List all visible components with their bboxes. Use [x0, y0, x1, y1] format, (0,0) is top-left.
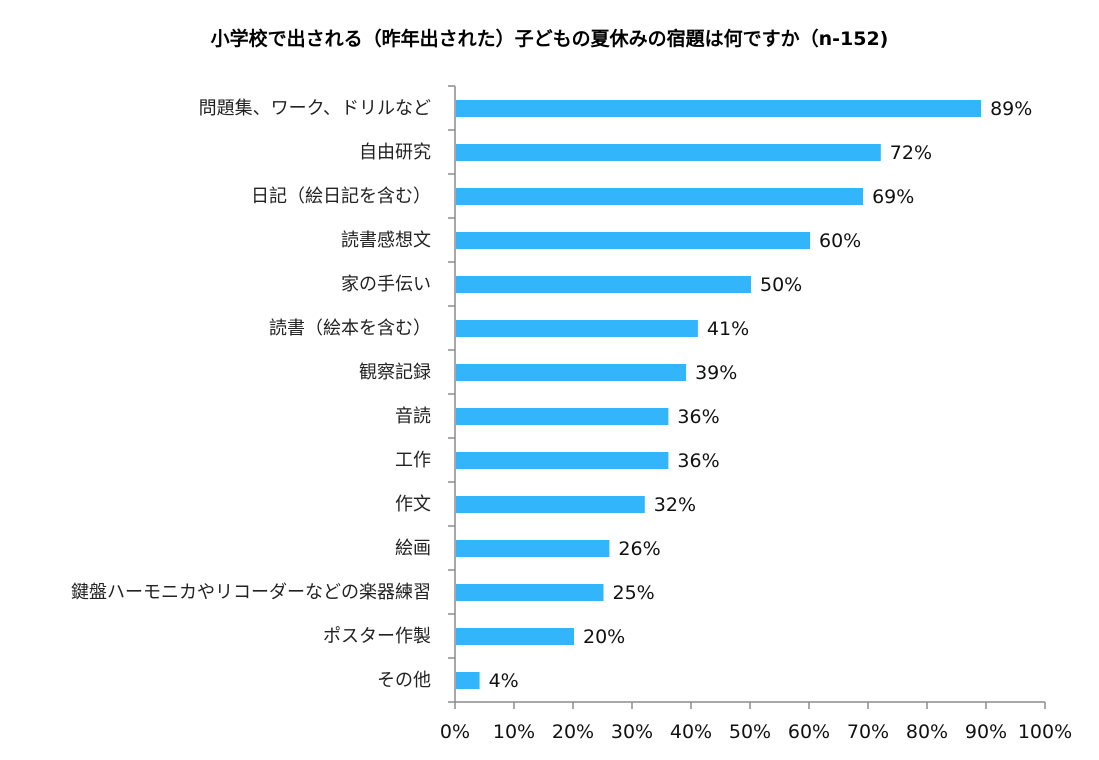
bar [456, 232, 810, 249]
data-label: 32% [654, 494, 696, 516]
category-label: 読書感想文 [341, 230, 431, 251]
data-label: 36% [677, 406, 719, 428]
bar [456, 364, 687, 381]
x-tick-label: 20% [552, 721, 594, 743]
data-label: 60% [819, 230, 861, 252]
bar [456, 408, 669, 425]
category-label: 問題集、ワーク、ドリルなど [199, 98, 431, 119]
x-tick-label: 70% [847, 721, 889, 743]
bar [456, 672, 480, 689]
bar [456, 100, 982, 117]
data-label: 39% [695, 362, 737, 384]
bar [456, 540, 610, 557]
x-tick-label: 10% [493, 721, 535, 743]
data-label: 89% [990, 98, 1032, 120]
bar [456, 496, 645, 513]
data-label: 41% [707, 318, 749, 340]
bar [456, 276, 751, 293]
x-tick-label: 80% [906, 721, 948, 743]
category-label: 音読 [395, 406, 431, 427]
category-label: ポスター作製 [323, 626, 431, 647]
category-label: 観察記録 [359, 362, 431, 383]
category-label: 鍵盤ハーモニカやリコーダーなどの楽器練習 [71, 582, 431, 603]
bar [456, 628, 574, 645]
bar [456, 584, 604, 601]
data-label: 25% [613, 582, 655, 604]
category-label: 作文 [395, 494, 431, 515]
category-label: 絵画 [395, 538, 431, 559]
x-tick-label: 0% [440, 721, 470, 743]
x-tick-label: 40% [670, 721, 712, 743]
data-label: 69% [872, 186, 914, 208]
x-tick-label: 90% [965, 721, 1007, 743]
bar [456, 144, 881, 161]
category-label: 工作 [395, 450, 431, 471]
bar [456, 188, 864, 205]
category-label: その他 [377, 670, 431, 691]
x-tick-label: 30% [611, 721, 653, 743]
x-tick-label: 60% [788, 721, 830, 743]
x-tick-label: 50% [729, 721, 771, 743]
bar [456, 320, 698, 337]
chart-title: 小学校で出される（昨年出された）子どもの夏休みの宿題は何ですか（n-152) [210, 28, 889, 50]
data-label: 20% [583, 626, 625, 648]
data-label: 72% [890, 142, 932, 164]
bar [456, 452, 669, 469]
category-label: 家の手伝い [341, 274, 431, 295]
category-label: 自由研究 [359, 142, 431, 163]
category-label: 読書（絵本を含む） [269, 318, 431, 339]
data-label: 26% [618, 538, 660, 560]
x-tick-label: 100% [1018, 721, 1072, 743]
data-label: 4% [489, 670, 519, 692]
data-label: 36% [677, 450, 719, 472]
data-label: 50% [760, 274, 802, 296]
category-label: 日記（絵日記を含む） [251, 186, 431, 207]
